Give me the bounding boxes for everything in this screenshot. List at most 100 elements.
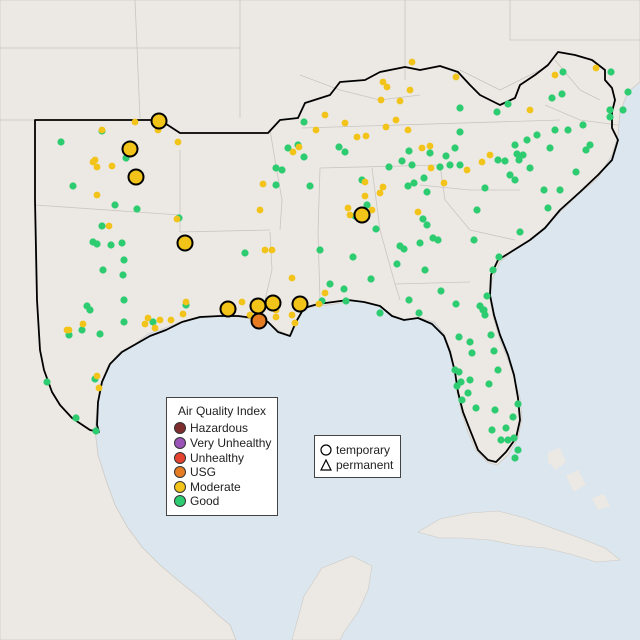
good-monitor-marker[interactable] bbox=[515, 156, 523, 164]
good-monitor-marker[interactable] bbox=[497, 436, 505, 444]
moderate-monitor-marker[interactable] bbox=[346, 211, 354, 219]
moderate-monitor-marker[interactable] bbox=[268, 246, 276, 254]
good-monitor-marker[interactable] bbox=[408, 161, 416, 169]
good-monitor-marker[interactable] bbox=[419, 215, 427, 223]
good-monitor-marker[interactable] bbox=[420, 174, 428, 182]
moderate-monitor-marker[interactable] bbox=[321, 289, 329, 297]
good-monitor-marker[interactable] bbox=[466, 338, 474, 346]
moderate-monitor-marker[interactable] bbox=[156, 316, 164, 324]
moderate-monitor-marker[interactable] bbox=[89, 158, 97, 166]
good-monitor-marker[interactable] bbox=[510, 434, 518, 442]
good-monitor-marker[interactable] bbox=[487, 331, 495, 339]
good-monitor-marker[interactable] bbox=[466, 376, 474, 384]
good-monitor-marker[interactable] bbox=[316, 246, 324, 254]
moderate-monitor-marker[interactable] bbox=[392, 116, 400, 124]
good-monitor-marker[interactable] bbox=[582, 146, 590, 154]
good-monitor-marker[interactable] bbox=[564, 126, 572, 134]
moderate-monitor-marker[interactable] bbox=[551, 71, 559, 79]
good-monitor-marker[interactable] bbox=[96, 330, 104, 338]
good-monitor-marker[interactable] bbox=[405, 296, 413, 304]
good-monitor-marker[interactable] bbox=[442, 152, 450, 160]
good-monitor-marker[interactable] bbox=[340, 285, 348, 293]
good-monitor-marker[interactable] bbox=[606, 106, 614, 114]
good-monitor-marker[interactable] bbox=[473, 206, 481, 214]
moderate-monitor-marker[interactable] bbox=[291, 319, 299, 327]
moderate-monitor-marker[interactable] bbox=[108, 162, 116, 170]
moderate-monitor-marker[interactable] bbox=[376, 189, 384, 197]
moderate-monitor-marker[interactable] bbox=[486, 151, 494, 159]
good-monitor-marker[interactable] bbox=[511, 176, 519, 184]
good-monitor-marker[interactable] bbox=[372, 225, 380, 233]
good-monitor-marker[interactable] bbox=[300, 153, 308, 161]
good-monitor-marker[interactable] bbox=[516, 228, 524, 236]
moderate-monitor-marker[interactable] bbox=[288, 274, 296, 282]
good-monitor-marker[interactable] bbox=[489, 266, 497, 274]
good-monitor-marker[interactable] bbox=[511, 141, 519, 149]
good-monitor-marker[interactable] bbox=[423, 188, 431, 196]
moderate-monitor-marker[interactable] bbox=[98, 126, 106, 134]
good-monitor-marker[interactable] bbox=[326, 280, 334, 288]
moderate-monitor-marker[interactable] bbox=[144, 314, 152, 322]
good-monitor-marker[interactable] bbox=[586, 141, 594, 149]
good-monitor-marker[interactable] bbox=[437, 287, 445, 295]
moderate-monitor-marker[interactable] bbox=[377, 96, 385, 104]
moderate-monitor-marker[interactable] bbox=[256, 206, 264, 214]
good-monitor-marker[interactable] bbox=[453, 382, 461, 390]
good-monitor-marker[interactable] bbox=[504, 436, 512, 444]
good-monitor-marker[interactable] bbox=[306, 182, 314, 190]
good-monitor-marker[interactable] bbox=[149, 318, 157, 326]
good-monitor-marker[interactable] bbox=[241, 249, 249, 257]
moderate-monitor-marker[interactable] bbox=[408, 58, 416, 66]
good-monitor-marker[interactable] bbox=[272, 181, 280, 189]
moderate-monitor-marker[interactable] bbox=[414, 208, 422, 216]
moderate-monitor-marker[interactable] bbox=[361, 192, 369, 200]
good-monitor-marker[interactable] bbox=[502, 424, 510, 432]
good-monitor-marker[interactable] bbox=[519, 151, 527, 159]
moderate-monitor-marker[interactable] bbox=[179, 310, 187, 318]
usg-temporary-monitor-marker[interactable] bbox=[250, 312, 268, 330]
moderate-temporary-monitor-marker[interactable] bbox=[121, 140, 139, 158]
moderate-monitor-marker[interactable] bbox=[174, 138, 182, 146]
moderate-monitor-marker[interactable] bbox=[418, 144, 426, 152]
moderate-monitor-marker[interactable] bbox=[105, 222, 113, 230]
moderate-monitor-marker[interactable] bbox=[315, 300, 323, 308]
moderate-temporary-monitor-marker[interactable] bbox=[249, 297, 267, 315]
good-monitor-marker[interactable] bbox=[513, 150, 521, 158]
good-monitor-marker[interactable] bbox=[607, 68, 615, 76]
moderate-monitor-marker[interactable] bbox=[63, 326, 71, 334]
good-monitor-marker[interactable] bbox=[456, 104, 464, 112]
good-monitor-marker[interactable] bbox=[423, 221, 431, 229]
moderate-monitor-marker[interactable] bbox=[526, 106, 534, 114]
good-monitor-marker[interactable] bbox=[491, 406, 499, 414]
good-monitor-marker[interactable] bbox=[367, 275, 375, 283]
good-monitor-marker[interactable] bbox=[456, 161, 464, 169]
good-monitor-marker[interactable] bbox=[107, 241, 115, 249]
good-monitor-marker[interactable] bbox=[300, 118, 308, 126]
good-monitor-marker[interactable] bbox=[526, 164, 534, 172]
moderate-monitor-marker[interactable] bbox=[173, 215, 181, 223]
good-monitor-marker[interactable] bbox=[86, 306, 94, 314]
moderate-monitor-marker[interactable] bbox=[182, 298, 190, 306]
good-monitor-marker[interactable] bbox=[133, 205, 141, 213]
moderate-temporary-monitor-marker[interactable] bbox=[150, 112, 168, 130]
moderate-monitor-marker[interactable] bbox=[396, 97, 404, 105]
good-monitor-marker[interactable] bbox=[57, 138, 65, 146]
moderate-monitor-marker[interactable] bbox=[361, 178, 369, 186]
moderate-monitor-marker[interactable] bbox=[478, 158, 486, 166]
moderate-monitor-marker[interactable] bbox=[379, 183, 387, 191]
good-monitor-marker[interactable] bbox=[335, 143, 343, 151]
moderate-temporary-monitor-marker[interactable] bbox=[127, 168, 145, 186]
good-monitor-marker[interactable] bbox=[398, 157, 406, 165]
good-monitor-marker[interactable] bbox=[506, 171, 514, 179]
moderate-temporary-monitor-marker[interactable] bbox=[264, 294, 282, 312]
moderate-monitor-marker[interactable] bbox=[426, 142, 434, 150]
good-monitor-marker[interactable] bbox=[78, 326, 86, 334]
moderate-temporary-monitor-marker[interactable] bbox=[353, 206, 371, 224]
good-monitor-marker[interactable] bbox=[99, 266, 107, 274]
good-monitor-marker[interactable] bbox=[533, 131, 541, 139]
good-monitor-marker[interactable] bbox=[458, 396, 466, 404]
good-monitor-marker[interactable] bbox=[481, 184, 489, 192]
good-monitor-marker[interactable] bbox=[452, 300, 460, 308]
moderate-monitor-marker[interactable] bbox=[93, 191, 101, 199]
good-monitor-marker[interactable] bbox=[579, 121, 587, 129]
